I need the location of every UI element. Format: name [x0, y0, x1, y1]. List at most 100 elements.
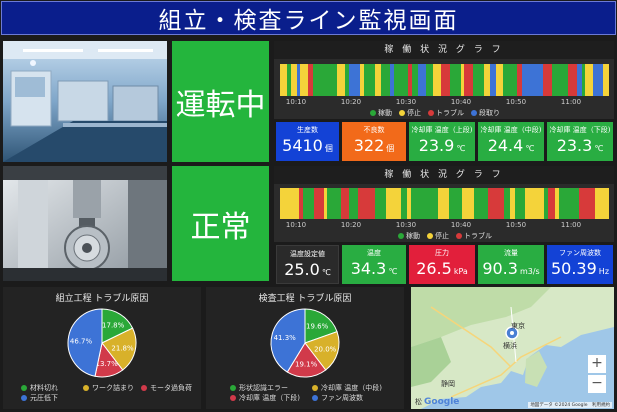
- zoom-out-button[interactable]: −: [588, 375, 606, 393]
- kpi-label: 冷却庫 温度（上段): [411, 126, 473, 134]
- gantt-segment: [421, 64, 426, 96]
- map-canvas[interactable]: [411, 287, 614, 409]
- kpi-cooler-lower: 冷却庫 温度（下段) 23.3 ℃: [547, 122, 613, 161]
- legend-dot: [230, 395, 236, 401]
- kpi-value-row: 23.3 ℃: [547, 136, 613, 159]
- gantt-segment: [432, 188, 438, 219]
- gantt-segment: [381, 64, 390, 96]
- tick-label: 10:10: [285, 98, 307, 106]
- line2-gantt-ticks: 10:10 10:20 10:30 10:40 10:50 11:00: [280, 221, 609, 230]
- line1-gantt-panel: 稼 働 状 況 グ ラ フ 10:10 10:20 10:30 10:40 10…: [274, 41, 614, 119]
- legend-label: 冷却庫 温度（下段): [239, 394, 300, 402]
- kpi-value: 23.3: [556, 136, 593, 155]
- kpi-cooler-upper: 冷却庫 温度（上段) 23.9 ℃: [409, 122, 475, 161]
- tick-label: 10:10: [285, 221, 307, 229]
- kpi-value-row: 5410 個: [276, 136, 339, 159]
- gantt-segment: [352, 188, 355, 219]
- kpi-unit: m3/s: [519, 267, 540, 276]
- legend-item: 冷却庫 温度（下段): [230, 393, 300, 403]
- assembly-trouble-pie-chart: 17.8% 21.8% 13.7% 46.7%: [67, 308, 137, 378]
- gantt-segment: [464, 64, 473, 96]
- gantt-segment: [422, 188, 432, 219]
- legend-dot: [312, 395, 318, 401]
- gantt-segment: [525, 188, 535, 219]
- legend-item: 停止: [399, 108, 421, 118]
- gantt-segment: [441, 64, 450, 96]
- pie-data-label: 13.7%: [96, 360, 119, 368]
- gantt-segment: [532, 64, 543, 96]
- kpi-unit: 個: [324, 144, 333, 153]
- gantt-segment: [484, 64, 490, 96]
- gantt-segment: [461, 64, 464, 96]
- kpi-value: 25.0: [284, 260, 320, 279]
- gantt-segment: [375, 64, 381, 96]
- kpi-value: 34.3: [350, 259, 387, 278]
- gantt-segment: [401, 64, 408, 96]
- tick-label: 10:50: [505, 221, 527, 229]
- map-label-yokohama: 横浜: [503, 342, 517, 350]
- gantt-segment: [454, 64, 461, 96]
- tick-label: 10:30: [395, 221, 417, 229]
- legend-label: 材料切れ: [30, 384, 58, 392]
- zoom-in-button[interactable]: +: [588, 355, 606, 373]
- gantt-segment: [364, 64, 375, 96]
- machining-photo: [3, 166, 167, 281]
- legend-label: モータ過負荷: [150, 384, 192, 392]
- legend-item: ファン周波数: [312, 393, 363, 403]
- gantt-segment: [324, 188, 327, 219]
- gantt-segment: [522, 64, 532, 96]
- tick-label: 10:40: [450, 221, 472, 229]
- gantt-segment: [349, 64, 360, 96]
- map-widget[interactable]: 東京 横浜 静岡 + − 松 Google 地図データ ©2024 Google …: [411, 287, 614, 409]
- line2-gantt-chart: [280, 188, 609, 219]
- line2-gantt-title: 稼 働 状 況 グ ラ フ: [274, 166, 614, 184]
- kpi-value: 5410: [282, 136, 323, 155]
- pie-legend: 材料切れ ワーク詰まり モータ過負荷 元圧低下: [3, 383, 201, 407]
- line1-gantt-title: 稼 働 状 況 グ ラ フ: [274, 41, 614, 59]
- kpi-value-row: 23.9 ℃: [409, 136, 475, 159]
- kpi-label: 生産数: [297, 126, 318, 134]
- gantt-segment: [589, 188, 595, 219]
- kpi-label: 冷却庫 温度（下段): [549, 126, 611, 134]
- legend-dot: [427, 233, 433, 239]
- legend-label: ファン周波数: [321, 394, 363, 402]
- legend-label: 稼動: [378, 109, 392, 117]
- gantt-segment: [313, 64, 321, 96]
- pie-data-label: 21.8%: [111, 344, 134, 352]
- map-label-shizuoka: 静岡: [441, 380, 455, 388]
- map-credit[interactable]: 地図データ ©2024 Google 利用規約: [528, 402, 612, 408]
- title-bar: 組立・検査ライン監視画面: [1, 1, 616, 35]
- kpi-unit: ℃: [388, 267, 398, 276]
- gantt-segment: [471, 188, 474, 219]
- gantt-segment: [360, 64, 364, 96]
- gantt-segment: [328, 64, 337, 96]
- gantt-segment: [369, 188, 375, 219]
- legend-dot: [428, 110, 434, 116]
- kpi-value-row: 34.3 ℃: [342, 259, 406, 282]
- legend-dot: [21, 395, 27, 401]
- gantt-segment: [358, 188, 369, 219]
- tick-label: 10:20: [340, 221, 362, 229]
- kpi-temp-setpoint: 温度設定値 25.0 ℃: [276, 245, 339, 284]
- line2-gantt-panel: 稼 働 状 況 グ ラ フ 10:10 10:20 10:30 10:40 10…: [274, 166, 614, 242]
- legend-label: 停止: [407, 109, 421, 117]
- gantt-segment: [585, 64, 593, 96]
- inspection-trouble-pie-chart: 19.6% 20.0% 19.1% 41.3%: [270, 308, 340, 378]
- legend-label: 停止: [435, 232, 449, 240]
- kpi-value: 322: [353, 136, 385, 155]
- gantt-segment: [515, 188, 525, 219]
- kpi-flow: 流量 90.3 m3/s: [478, 245, 544, 284]
- line1-status: 運転中: [172, 41, 269, 162]
- gantt-segment: [564, 64, 568, 96]
- gantt-segment: [280, 64, 287, 96]
- gantt-segment: [579, 188, 589, 219]
- kpi-temperature: 温度 34.3 ℃: [342, 245, 406, 284]
- pie-legend: 形状認識エラー 冷却庫 温度（中段) 冷却庫 温度（下段) ファン周波数: [206, 383, 404, 407]
- inspection-trouble-pie-panel: 検査工程 トラブル原因 19.6% 20.0% 19.1% 41.3% 形状認識エラー…: [206, 287, 404, 409]
- legend-item: モータ過負荷: [141, 383, 192, 393]
- kpi-unit: ℃: [321, 268, 331, 277]
- gantt-segment: [488, 188, 495, 219]
- legend-dot: [83, 385, 89, 391]
- gantt-segment: [570, 188, 579, 219]
- legend-label: 冷却庫 温度（中段): [321, 384, 382, 392]
